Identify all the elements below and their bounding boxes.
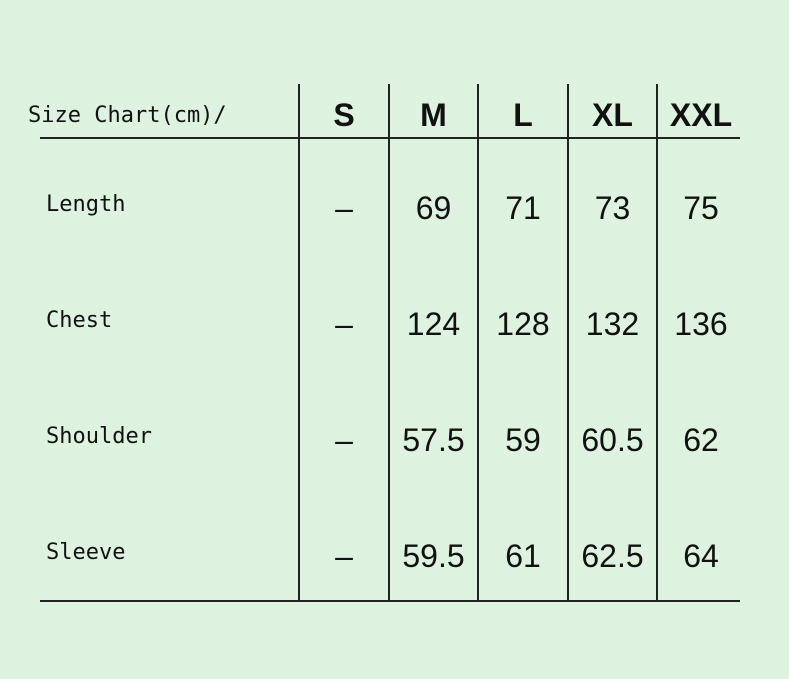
measurement: 73 (594, 189, 631, 226)
bottom-rule (40, 600, 740, 602)
row-label: Shoulder (46, 423, 152, 449)
measurement: 71 (505, 189, 541, 226)
measurement: 132 (585, 305, 640, 342)
measurement: – (335, 189, 353, 226)
measurement: 62.5 (581, 537, 644, 574)
column-rule (477, 84, 479, 602)
size-header: XXL (669, 96, 733, 133)
header-rule (40, 137, 740, 139)
measurement: 61 (505, 537, 541, 574)
table-title: Size Chart(cm)/ (28, 102, 227, 128)
column-rule (298, 84, 300, 602)
measurement: 75 (683, 189, 719, 226)
measurement: 136 (674, 305, 728, 342)
measurement: 59.5 (402, 537, 465, 574)
row-label: Chest (46, 307, 113, 333)
row-label: Sleeve (46, 539, 126, 565)
measurement: 124 (406, 305, 461, 342)
measurement: 64 (683, 537, 719, 574)
column-rule (567, 84, 569, 602)
measurement: 60.5 (581, 421, 644, 458)
size-header: M (420, 96, 447, 133)
measurement: 57.5 (402, 421, 465, 458)
measurement: 128 (496, 305, 550, 342)
size-header: S (333, 96, 355, 133)
measurement: – (335, 421, 353, 458)
measurement: 59 (505, 421, 541, 458)
size-header: XL (592, 96, 633, 133)
measurement: 69 (415, 189, 452, 226)
measurement: – (335, 305, 353, 342)
measurement: – (335, 537, 353, 574)
column-rule (656, 84, 658, 602)
row-label: Length (46, 191, 126, 217)
size-header: L (513, 96, 533, 133)
column-rule (388, 84, 390, 602)
measurement: 62 (683, 421, 719, 458)
